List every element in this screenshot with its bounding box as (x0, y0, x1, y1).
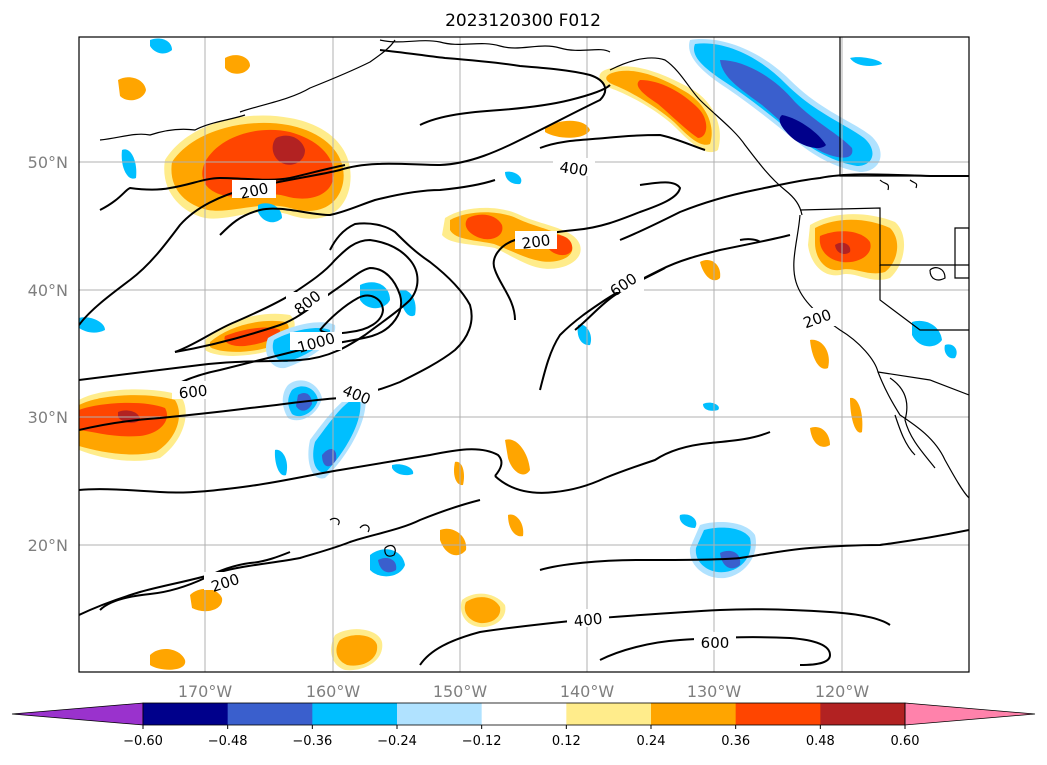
contour-label: 600 (701, 634, 730, 652)
positive-anomaly-regions (79, 55, 905, 671)
lon-label: 130°W (687, 682, 742, 701)
lon-label: 170°W (178, 682, 233, 701)
colorbar-tick-label: 0.36 (721, 734, 750, 749)
colorbar-tick-label: 0.24 (637, 734, 666, 749)
contour-label: 600 (178, 382, 208, 403)
colorbar-segment (566, 703, 652, 725)
colorbar-segment (312, 703, 398, 725)
longitude-labels: 170°W 160°W 150°W 140°W 130°W 120°W (178, 682, 870, 701)
colorbar-tick-label: 0.60 (891, 734, 920, 749)
map-title: 2023120300 F012 (445, 11, 601, 31)
lat-label: 40°N (28, 281, 68, 300)
alaska-coast (609, 57, 803, 216)
lat-label: 50°N (28, 153, 68, 172)
colorbar-tick-label: 0.48 (806, 734, 835, 749)
colorbar-segment (481, 703, 567, 725)
colorbar-tick-label: 0.12 (552, 734, 581, 749)
colorbar-tick-label: −0.48 (208, 734, 248, 749)
lon-label: 140°W (560, 682, 615, 701)
lat-label: 30°N (28, 408, 68, 427)
latitude-labels: 50°N 40°N 30°N 20°N (28, 153, 68, 555)
colorbar-segment (397, 703, 483, 725)
lat-label: 20°N (28, 536, 68, 555)
colorbar-segment (820, 703, 906, 725)
colorbar-tick-label: −0.24 (377, 734, 417, 749)
map-content (79, 37, 969, 672)
colorbar-tick-label: −0.60 (123, 734, 163, 749)
map-border (78, 36, 970, 673)
colorbar-tick-label: −0.12 (462, 734, 502, 749)
colorbar-extend-low (11, 702, 144, 726)
colorbar-segment (143, 703, 229, 725)
contour-label: 200 (521, 231, 552, 253)
contour-label: 200 (238, 179, 270, 203)
lon-label: 160°W (306, 682, 361, 701)
colorbar: −0.60 −0.48 −0.36 −0.24 −0.12 0.12 0.24 0.36 0.4… (11, 702, 1036, 749)
colorbar-extend-high (904, 702, 1036, 726)
contour-label: 400 (558, 158, 589, 180)
lon-label: 150°W (433, 682, 488, 701)
colorbar-segment (735, 703, 821, 725)
colorbar-segment (651, 703, 737, 725)
colorbar-frame (142, 702, 906, 726)
colorbar-tick-label: −0.36 (292, 734, 332, 749)
contour-label: 400 (573, 610, 603, 631)
colorbar-segment (227, 703, 313, 725)
gridlines (79, 37, 969, 672)
lon-label: 120°W (815, 682, 870, 701)
contour-labels: 200 200 400 600 800 1000 400 600 200 200… (172, 158, 838, 652)
